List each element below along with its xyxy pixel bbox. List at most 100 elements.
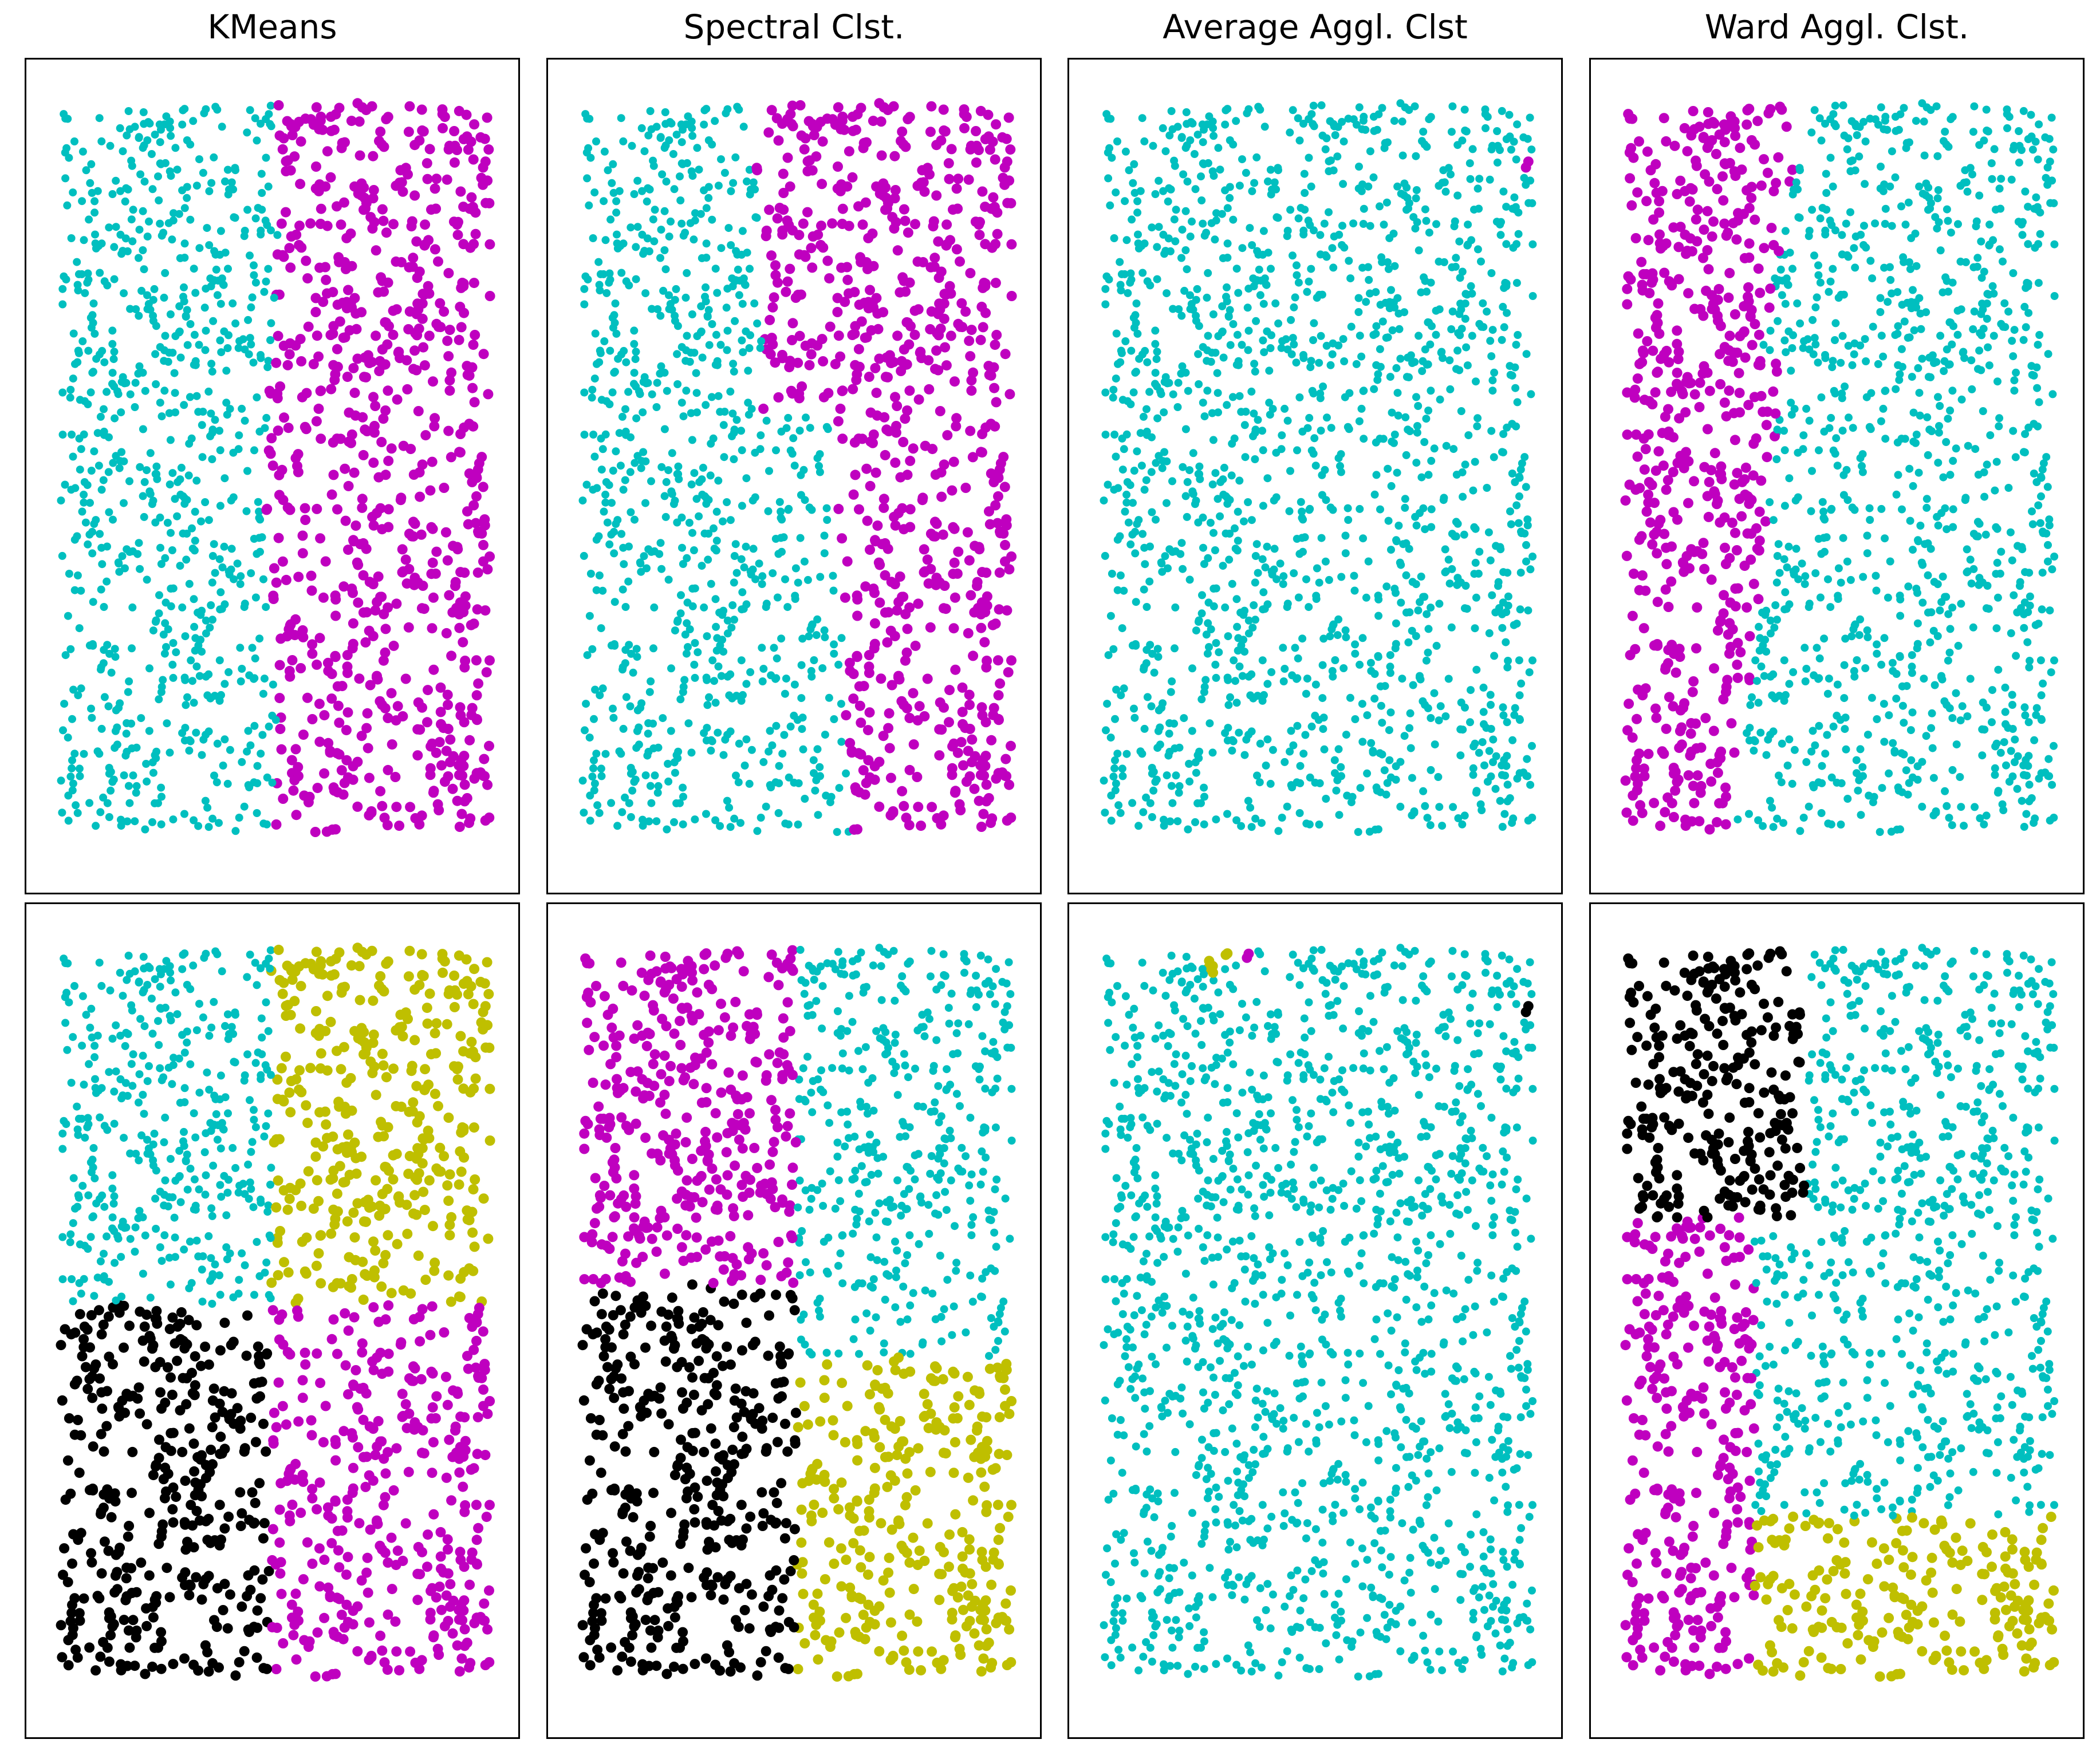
data-point-cyan xyxy=(1256,105,1264,114)
data-point-magenta xyxy=(883,723,894,733)
data-point-cyan xyxy=(1394,309,1403,318)
data-point-cyan xyxy=(127,215,136,224)
data-point-cyan xyxy=(1382,582,1391,591)
data-point-cyan xyxy=(1251,425,1260,434)
data-point-magenta xyxy=(837,219,848,229)
data-point-cyan xyxy=(697,302,706,310)
data-point-cyan xyxy=(1263,327,1271,336)
data-point-cyan xyxy=(712,537,721,545)
data-point-cyan xyxy=(1336,462,1344,470)
data-point-cyan xyxy=(1204,332,1212,340)
data-point-cyan xyxy=(1230,434,1239,443)
data-point-magenta xyxy=(318,592,329,603)
data-point-cyan xyxy=(1891,331,1900,339)
data-point-cyan xyxy=(1237,822,1246,830)
data-point-cyan xyxy=(1250,409,1258,418)
data-point-cyan xyxy=(97,137,106,145)
data-point-cyan xyxy=(226,405,234,413)
data-point-magenta xyxy=(261,504,272,515)
data-point-cyan xyxy=(223,165,232,174)
data-point-cyan xyxy=(210,153,218,161)
data-point-magenta xyxy=(390,772,401,782)
data-point-cyan xyxy=(1235,728,1243,737)
data-point-cyan xyxy=(1384,265,1393,273)
data-point-magenta xyxy=(848,489,859,500)
data-point-cyan xyxy=(1230,656,1238,665)
data-point-cyan xyxy=(1513,398,1522,407)
data-point-cyan xyxy=(772,446,780,455)
data-point-magenta xyxy=(998,172,1008,183)
data-point-cyan xyxy=(1161,552,1169,561)
data-point-magenta xyxy=(904,602,915,613)
data-point-cyan xyxy=(1212,639,1220,647)
data-point-magenta xyxy=(991,330,1002,340)
data-point-cyan xyxy=(77,586,85,595)
data-point-cyan xyxy=(1301,206,1309,214)
data-point-magenta xyxy=(328,782,339,793)
data-point-cyan xyxy=(1366,147,1374,156)
data-point-cyan xyxy=(1163,289,1171,298)
data-point-cyan xyxy=(719,648,728,656)
data-point-cyan xyxy=(1334,341,1343,350)
data-point-cyan xyxy=(89,318,97,327)
data-point-cyan xyxy=(677,399,686,407)
data-point-cyan xyxy=(128,644,136,653)
data-point-cyan xyxy=(1513,120,1522,129)
data-point-cyan xyxy=(1963,187,1972,196)
data-point-magenta xyxy=(1692,204,1703,215)
data-point-magenta xyxy=(314,633,325,644)
data-point-cyan xyxy=(665,291,673,299)
data-point-magenta xyxy=(919,544,929,555)
data-point-magenta xyxy=(900,286,911,297)
data-point-cyan xyxy=(1322,341,1331,350)
data-point-cyan xyxy=(1477,257,1485,266)
data-point-cyan xyxy=(1315,578,1323,587)
data-point-cyan xyxy=(1512,279,1521,287)
data-point-cyan xyxy=(111,653,120,661)
data-point-cyan xyxy=(703,632,711,641)
data-point-magenta xyxy=(342,668,353,679)
data-point-cyan xyxy=(205,241,214,250)
data-point-cyan xyxy=(797,491,805,499)
data-point-magenta xyxy=(275,633,286,644)
data-point-magenta xyxy=(818,392,829,403)
data-point-magenta xyxy=(929,531,940,542)
data-point-cyan xyxy=(222,366,231,375)
data-point-cyan xyxy=(132,743,141,752)
data-point-cyan xyxy=(1117,691,1125,700)
data-point-magenta xyxy=(367,101,377,112)
data-point-cyan xyxy=(685,519,694,527)
data-point-cyan xyxy=(1133,197,1142,206)
data-point-cyan xyxy=(1342,731,1350,739)
data-point-cyan xyxy=(1361,125,1370,134)
data-point-magenta xyxy=(898,139,909,150)
data-point-cyan xyxy=(1507,145,1515,154)
data-point-magenta xyxy=(1630,233,1641,243)
data-point-cyan xyxy=(742,735,751,744)
data-point-magenta xyxy=(462,131,472,142)
data-point-cyan xyxy=(1279,572,1288,581)
data-point-magenta xyxy=(1753,594,1764,605)
data-point-cyan xyxy=(677,591,685,600)
data-point-cyan xyxy=(116,124,124,132)
data-point-cyan xyxy=(1137,242,1146,250)
data-point-cyan xyxy=(630,326,639,335)
data-point-magenta xyxy=(912,772,923,782)
data-point-cyan xyxy=(712,622,720,631)
data-point-cyan xyxy=(688,124,696,132)
data-point-cyan xyxy=(758,580,766,588)
data-point-magenta xyxy=(879,412,890,423)
data-point-cyan xyxy=(1287,350,1296,358)
data-point-magenta xyxy=(1638,623,1649,634)
data-point-magenta xyxy=(446,367,457,378)
data-point-cyan xyxy=(1413,422,1421,430)
data-point-cyan xyxy=(778,547,786,556)
data-point-cyan xyxy=(135,226,144,234)
data-point-cyan xyxy=(585,115,594,123)
data-point-cyan xyxy=(1209,172,1218,180)
data-point-cyan xyxy=(757,431,765,440)
data-point-cyan xyxy=(1206,519,1215,527)
data-point-cyan xyxy=(1359,386,1368,395)
data-point-cyan xyxy=(1426,340,1435,349)
data-point-magenta xyxy=(1639,464,1650,475)
